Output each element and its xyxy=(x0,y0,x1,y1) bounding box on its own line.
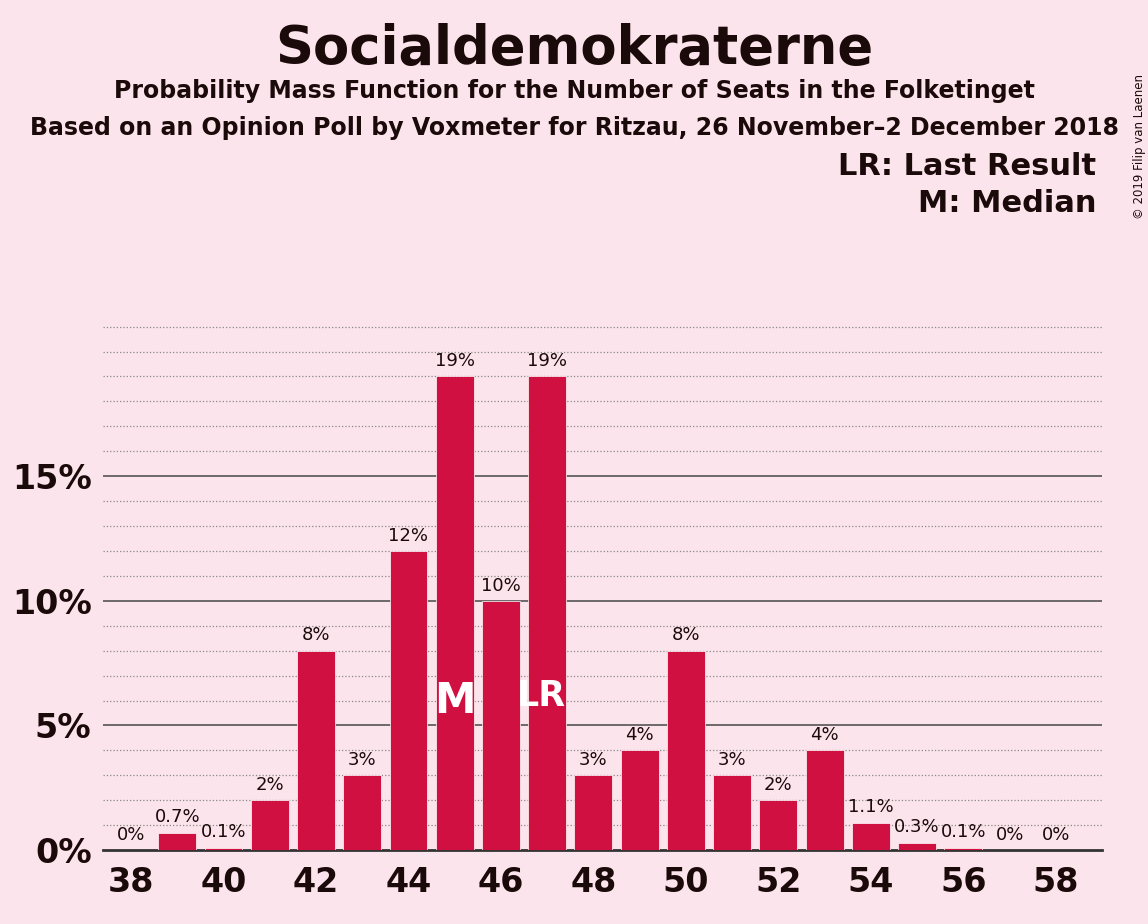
Bar xyxy=(621,750,659,850)
Text: © 2019 Filip van Laenen: © 2019 Filip van Laenen xyxy=(1133,74,1147,219)
Bar xyxy=(389,551,427,850)
Bar xyxy=(436,376,474,850)
Text: 0%: 0% xyxy=(995,826,1024,844)
Text: Probability Mass Function for the Number of Seats in the Folketinget: Probability Mass Function for the Number… xyxy=(114,79,1034,103)
Text: Based on an Opinion Poll by Voxmeter for Ritzau, 26 November–2 December 2018: Based on an Opinion Poll by Voxmeter for… xyxy=(30,116,1118,140)
Text: 2%: 2% xyxy=(256,776,284,794)
Text: 0.3%: 0.3% xyxy=(894,819,940,836)
Text: M: M xyxy=(434,680,475,723)
Text: 0.1%: 0.1% xyxy=(940,823,986,842)
Bar xyxy=(945,847,983,850)
Text: 3%: 3% xyxy=(718,751,746,769)
Bar xyxy=(760,800,798,850)
Text: 8%: 8% xyxy=(302,626,331,644)
Text: 8%: 8% xyxy=(672,626,700,644)
Bar xyxy=(574,775,612,850)
Bar xyxy=(528,376,566,850)
Text: M: Median: M: Median xyxy=(918,189,1096,218)
Text: LR: Last Result: LR: Last Result xyxy=(838,152,1096,181)
Text: 19%: 19% xyxy=(527,352,567,371)
Text: 2%: 2% xyxy=(765,776,793,794)
Text: 12%: 12% xyxy=(388,527,428,545)
Bar xyxy=(482,601,520,850)
Text: 4%: 4% xyxy=(810,726,839,744)
Text: 0.7%: 0.7% xyxy=(155,808,200,826)
Text: Socialdemokraterne: Socialdemokraterne xyxy=(274,23,874,75)
Bar xyxy=(852,822,890,850)
Text: 0%: 0% xyxy=(1041,826,1070,844)
Bar xyxy=(806,750,844,850)
Text: 4%: 4% xyxy=(626,726,654,744)
Bar xyxy=(667,650,705,850)
Bar xyxy=(898,843,936,850)
Bar xyxy=(250,800,289,850)
Bar xyxy=(204,847,242,850)
Text: 0.1%: 0.1% xyxy=(201,823,247,842)
Bar xyxy=(297,650,335,850)
Bar xyxy=(343,775,381,850)
Text: 3%: 3% xyxy=(348,751,377,769)
Text: 0%: 0% xyxy=(117,826,146,844)
Text: LR: LR xyxy=(517,679,566,713)
Text: 3%: 3% xyxy=(579,751,607,769)
Text: 1.1%: 1.1% xyxy=(848,798,893,817)
Bar xyxy=(713,775,751,850)
Bar xyxy=(158,833,196,850)
Text: 10%: 10% xyxy=(481,577,521,594)
Text: 19%: 19% xyxy=(435,352,475,371)
